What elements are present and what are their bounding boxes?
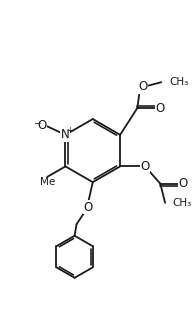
Text: CH₃: CH₃ (173, 198, 192, 208)
Text: Me: Me (40, 177, 55, 187)
Text: O: O (140, 160, 150, 173)
Text: CH₃: CH₃ (170, 77, 189, 87)
Text: O: O (179, 177, 188, 190)
Text: +: + (66, 127, 73, 135)
Text: N: N (61, 128, 70, 141)
Text: O: O (139, 80, 148, 93)
Text: O: O (83, 200, 93, 214)
Text: O: O (156, 102, 165, 114)
Text: −: − (33, 118, 41, 127)
Text: O: O (37, 119, 46, 133)
